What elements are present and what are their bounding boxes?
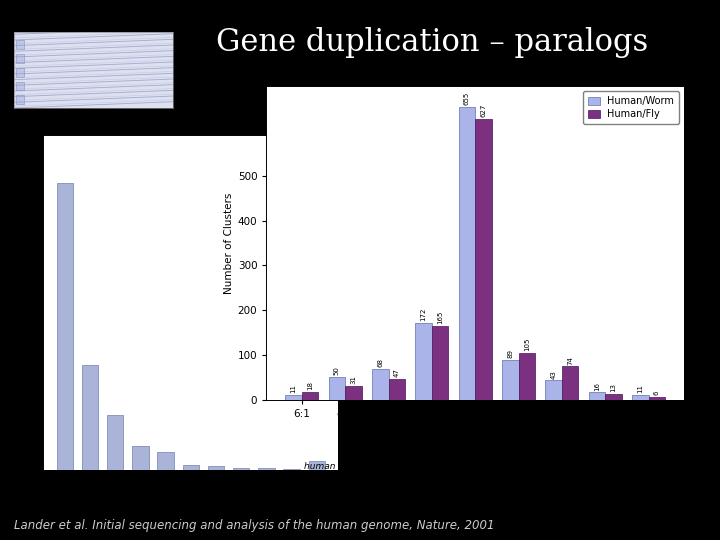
Text: 31: 31 xyxy=(351,375,356,384)
Text: human predominant: human predominant xyxy=(304,462,396,471)
Text: 172: 172 xyxy=(420,307,427,321)
Bar xyxy=(16,68,24,77)
Bar xyxy=(606,394,621,400)
Bar xyxy=(329,377,345,400)
Bar xyxy=(632,395,649,400)
Text: 627: 627 xyxy=(480,104,487,117)
Bar xyxy=(132,446,148,470)
Bar xyxy=(233,468,249,470)
Text: 18: 18 xyxy=(307,381,313,390)
Bar xyxy=(16,40,24,49)
Bar xyxy=(502,360,518,400)
Text: 43: 43 xyxy=(551,370,557,379)
Text: 47: 47 xyxy=(394,368,400,377)
Text: Gene duplication – paralogs: Gene duplication – paralogs xyxy=(216,27,648,58)
Bar xyxy=(158,452,174,470)
Bar xyxy=(546,380,562,400)
Text: 655: 655 xyxy=(464,91,470,105)
Bar xyxy=(345,386,361,400)
Text: Human: Human xyxy=(283,162,324,172)
Bar xyxy=(284,469,300,470)
Bar xyxy=(589,393,606,400)
Bar xyxy=(415,322,432,400)
Bar xyxy=(208,466,224,470)
Bar xyxy=(16,96,24,104)
Bar xyxy=(183,465,199,470)
Text: Lander et al. Initial sequencing and analysis of the human genome, Nature, 2001: Lander et al. Initial sequencing and ana… xyxy=(14,519,495,532)
Text: 11: 11 xyxy=(637,384,643,393)
Text: 16: 16 xyxy=(594,382,600,390)
X-axis label: No. of human paralogues: No. of human paralogues xyxy=(120,495,261,504)
Text: fly/worm predominant: fly/worm predominant xyxy=(550,462,651,471)
Bar xyxy=(258,468,274,470)
Text: 50: 50 xyxy=(334,367,340,375)
Text: 89: 89 xyxy=(508,349,513,358)
Bar xyxy=(309,461,325,470)
Bar xyxy=(389,379,405,400)
Legend: Human/Worm, Human/Fly: Human/Worm, Human/Fly xyxy=(583,91,679,124)
Bar xyxy=(107,415,123,470)
Text: Ratio: Ratio xyxy=(459,440,492,450)
Bar xyxy=(372,369,389,400)
Bar xyxy=(16,82,24,90)
Text: 74: 74 xyxy=(567,356,573,364)
Bar xyxy=(285,395,302,400)
Text: 68: 68 xyxy=(377,359,383,367)
Text: 6: 6 xyxy=(654,390,660,395)
Bar xyxy=(16,54,24,63)
Text: 11: 11 xyxy=(291,384,297,393)
Text: 105: 105 xyxy=(523,338,530,351)
Bar xyxy=(518,353,535,400)
Bar xyxy=(82,364,98,470)
Y-axis label: Number of Clusters: Number of Clusters xyxy=(224,192,233,294)
Bar xyxy=(562,367,578,400)
Bar xyxy=(57,183,73,470)
Bar xyxy=(432,326,449,400)
Text: 165: 165 xyxy=(437,310,443,324)
Bar xyxy=(302,392,318,400)
Bar xyxy=(649,397,665,400)
Bar xyxy=(459,106,475,400)
Bar xyxy=(475,119,492,400)
Text: 13: 13 xyxy=(611,383,616,392)
